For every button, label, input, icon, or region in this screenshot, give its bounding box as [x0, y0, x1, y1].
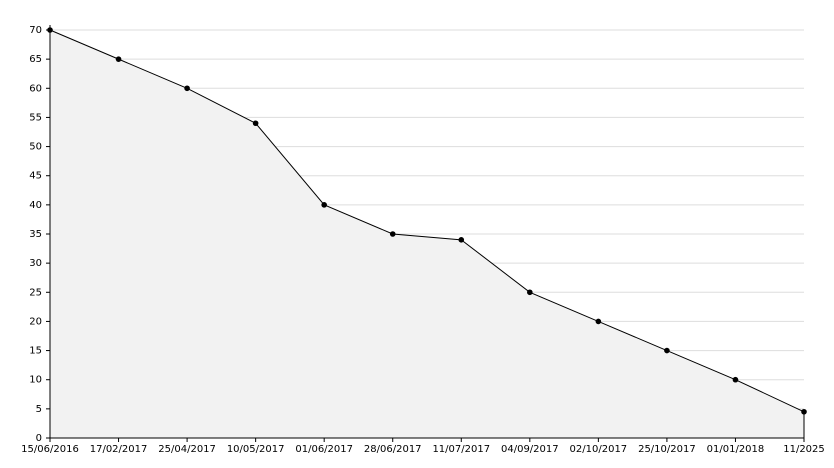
marker: [389, 231, 396, 237]
x-tick-label: 01/01/2018: [707, 444, 765, 455]
marker: [252, 120, 259, 127]
y-tick-label: 60: [29, 83, 42, 94]
y-tick-label: 45: [29, 171, 42, 182]
y-tick-label: 20: [29, 316, 42, 327]
y-tick-label: 40: [29, 200, 42, 211]
x-tick-label: 15/06/2016: [21, 444, 79, 455]
x-tick-label: 02/10/2017: [570, 444, 628, 455]
y-tick-label: 10: [29, 375, 42, 386]
x-tick-label: 11/07/2017: [432, 444, 490, 455]
x-tick-label: 28/06/2017: [364, 444, 422, 455]
x-tick-label: 17/02/2017: [90, 444, 148, 455]
x-tick-label: 25/10/2017: [638, 444, 696, 455]
y-tick-label: 50: [29, 142, 42, 153]
y-tick-label: 25: [29, 287, 42, 298]
marker: [458, 237, 465, 243]
marker: [115, 56, 122, 62]
line: [49, 29, 805, 413]
x-tick-label: 11/2025: [783, 444, 825, 455]
marker: [595, 318, 602, 325]
y-tick-label: 70: [29, 25, 42, 36]
marker: [732, 376, 739, 383]
y-tick-label: 0: [36, 433, 42, 444]
x-tick-label: 10/05/2017: [227, 444, 285, 455]
marker: [801, 408, 807, 415]
x-tick-label: 25/04/2017: [158, 444, 216, 455]
x-tick-label: 01/06/2017: [295, 444, 353, 455]
y-tick-label: 55: [29, 112, 42, 123]
marker: [527, 289, 533, 296]
y-tick-label: 65: [29, 54, 42, 65]
y-tick-label: 30: [29, 258, 42, 269]
x-tick-label: 04/09/2017: [501, 444, 559, 455]
y-tick-label: 15: [29, 346, 42, 357]
y-tick-label: 35: [29, 229, 42, 240]
y-tick-label: 5: [36, 404, 42, 415]
marker: [664, 347, 670, 354]
area: [50, 30, 804, 438]
marker: [321, 202, 327, 208]
marker: [184, 85, 190, 92]
